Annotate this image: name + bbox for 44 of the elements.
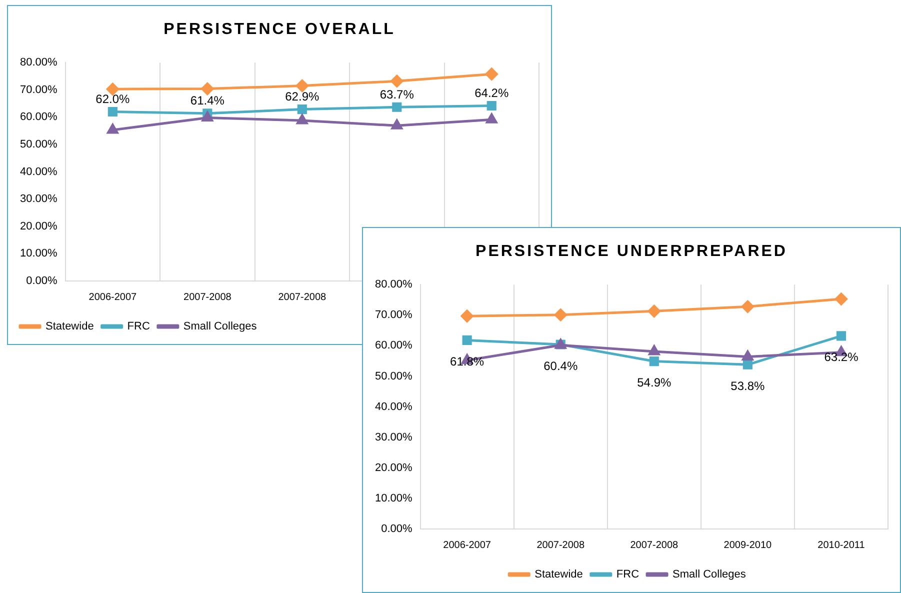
data-label: 60.4%: [544, 358, 578, 373]
x-tick-label: 2007-2008: [184, 292, 232, 303]
legend-label: Statewide: [534, 568, 583, 581]
x-tick-label: 2006-2007: [443, 540, 492, 551]
x-tick-label: 2009-2010: [724, 540, 772, 551]
data-label: 62.9%: [285, 90, 320, 104]
data-label: 64.2%: [474, 86, 509, 100]
y-tick-label: 20.00%: [20, 220, 58, 232]
x-tick-label: 2010-2011: [818, 540, 866, 551]
y-tick-label: 50.00%: [20, 138, 58, 151]
y-tick-label: 0.00%: [381, 523, 413, 536]
data-label: 63.2%: [824, 350, 859, 364]
y-tick-label: 0.00%: [26, 275, 58, 288]
y-tick-label: 60.00%: [20, 111, 58, 124]
y-tick-label: 10.00%: [374, 492, 413, 504]
y-tick-label: 80.00%: [374, 278, 413, 291]
y-tick-label: 70.00%: [374, 309, 413, 322]
x-tick-label: 2007-2008: [630, 540, 678, 551]
legend-label: Small Colleges: [672, 568, 746, 581]
y-tick-label: 30.00%: [374, 431, 413, 444]
legend-label: FRC: [127, 320, 150, 333]
data-label: 53.8%: [730, 378, 766, 393]
y-tick-label: 10.00%: [20, 248, 58, 260]
y-tick-label: 40.00%: [374, 400, 413, 413]
x-tick-label: 2007-2008: [278, 292, 326, 303]
legend-label: FRC: [616, 568, 640, 581]
y-tick-label: 80.00%: [20, 56, 58, 69]
y-tick-label: 50.00%: [374, 370, 413, 382]
data-label: 61.8%: [450, 354, 484, 369]
data-label: 63.7%: [380, 87, 414, 102]
data-label: 61.4%: [190, 94, 225, 108]
chart-title: PERSISTENCE OVERALL: [162, 20, 396, 40]
legend-label: Small Colleges: [183, 320, 258, 333]
data-label: 54.9%: [637, 376, 672, 390]
y-tick-label: 20.00%: [374, 462, 413, 474]
x-tick-label: 2006-2007: [88, 292, 138, 303]
legend-label: Statewide: [46, 320, 94, 333]
chart-title: PERSISTENCE UNDERPREPARED: [474, 242, 788, 262]
y-tick-label: 40.00%: [20, 166, 58, 178]
y-tick-label: 70.00%: [20, 84, 58, 96]
x-tick-label: 2007-2008: [536, 540, 585, 551]
y-tick-label: 60.00%: [374, 340, 413, 352]
y-tick-label: 30.00%: [20, 193, 58, 206]
data-label: 62.0%: [96, 92, 130, 106]
